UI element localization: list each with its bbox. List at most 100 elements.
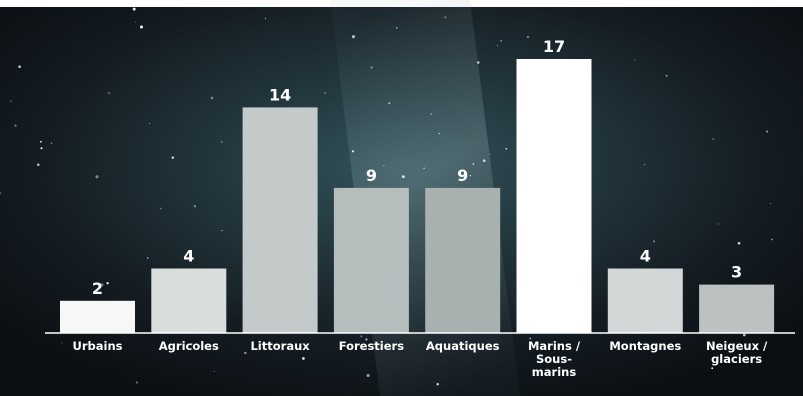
star [244, 351, 247, 355]
x-tick-label: Montagnes [609, 339, 681, 353]
x-tick-label-line: Aquatiques [426, 339, 500, 353]
star [469, 175, 471, 177]
star [766, 130, 768, 133]
bar [151, 268, 227, 333]
star [505, 147, 508, 150]
star [365, 338, 368, 341]
star [711, 367, 714, 370]
data-label: 9 [366, 166, 377, 185]
star [14, 124, 17, 127]
star [430, 113, 432, 115]
star [742, 333, 746, 337]
star [351, 35, 356, 39]
star [18, 65, 21, 68]
data-label: 4 [640, 247, 651, 266]
bar [242, 107, 318, 334]
star [489, 153, 491, 155]
star [264, 17, 267, 20]
star [366, 374, 370, 377]
star [139, 25, 144, 29]
star [370, 66, 373, 69]
star [10, 100, 12, 102]
star [220, 141, 223, 143]
star [134, 21, 136, 23]
bar [699, 284, 775, 333]
bar [607, 268, 683, 333]
star [438, 132, 440, 135]
bar [60, 300, 135, 333]
star [472, 163, 475, 165]
star [771, 238, 774, 241]
star [171, 156, 175, 159]
star [444, 16, 447, 19]
x-tick-label: Forestiers [339, 339, 405, 353]
star [360, 335, 363, 338]
star [37, 163, 40, 166]
star [351, 150, 355, 153]
data-label: 4 [183, 247, 194, 266]
star [526, 36, 529, 39]
star [477, 61, 480, 64]
data-label: 17 [543, 37, 565, 56]
star [135, 381, 138, 384]
star [108, 92, 111, 95]
star [423, 167, 425, 169]
star [737, 241, 741, 245]
star [383, 165, 385, 167]
x-tick-label-line: Urbains [73, 339, 123, 353]
star [190, 342, 193, 346]
star [500, 39, 503, 42]
x-tick-label: Marins / Sous-marins [528, 339, 581, 379]
star [496, 45, 499, 47]
x-tick-label: Aquatiques [426, 339, 500, 353]
x-tick-label: Littoraux [250, 339, 310, 353]
star [146, 257, 149, 259]
star [210, 96, 214, 100]
star [302, 357, 305, 360]
category-labels: Urbains Agricoles Littoraux Forestiers Aquat… [73, 339, 768, 379]
x-tick-label-line: Neigeux / [706, 339, 768, 353]
bar [333, 187, 409, 333]
data-label: 3 [731, 263, 742, 282]
data-label: 9 [457, 166, 468, 185]
star [652, 240, 656, 243]
x-tick-label-line: Littoraux [250, 339, 310, 353]
star [40, 140, 42, 143]
data-label: 14 [269, 85, 291, 104]
star [388, 102, 391, 105]
x-tick-label-line: Agricoles [159, 339, 219, 353]
star [132, 7, 136, 11]
x-tick-label: Urbains [73, 339, 123, 353]
bar [425, 187, 501, 333]
star [436, 383, 439, 386]
star [159, 207, 162, 210]
star [0, 192, 2, 195]
star [712, 138, 715, 140]
star [100, 283, 104, 287]
star [50, 142, 53, 144]
x-tick-label: Agricoles [159, 339, 219, 353]
x-tick-label-line: Forestiers [339, 339, 405, 353]
x-tick-label-line: marins [532, 365, 577, 379]
star [213, 370, 215, 372]
star [324, 91, 327, 94]
star [221, 229, 223, 232]
star [95, 175, 99, 179]
star [482, 159, 486, 163]
value-labels: 2 4 14 9 9 17 4 3 [92, 37, 742, 298]
star [717, 223, 719, 225]
star [401, 175, 405, 179]
star [529, 337, 531, 340]
star [643, 164, 646, 166]
star [40, 147, 43, 150]
x-tick-label: Neigeux / glaciers [706, 339, 768, 366]
bars [60, 59, 775, 334]
x-tick-label-line: Sous- [536, 352, 572, 366]
star [634, 59, 636, 61]
star [769, 202, 772, 205]
star [665, 74, 668, 77]
star [149, 122, 151, 125]
star [395, 26, 398, 29]
